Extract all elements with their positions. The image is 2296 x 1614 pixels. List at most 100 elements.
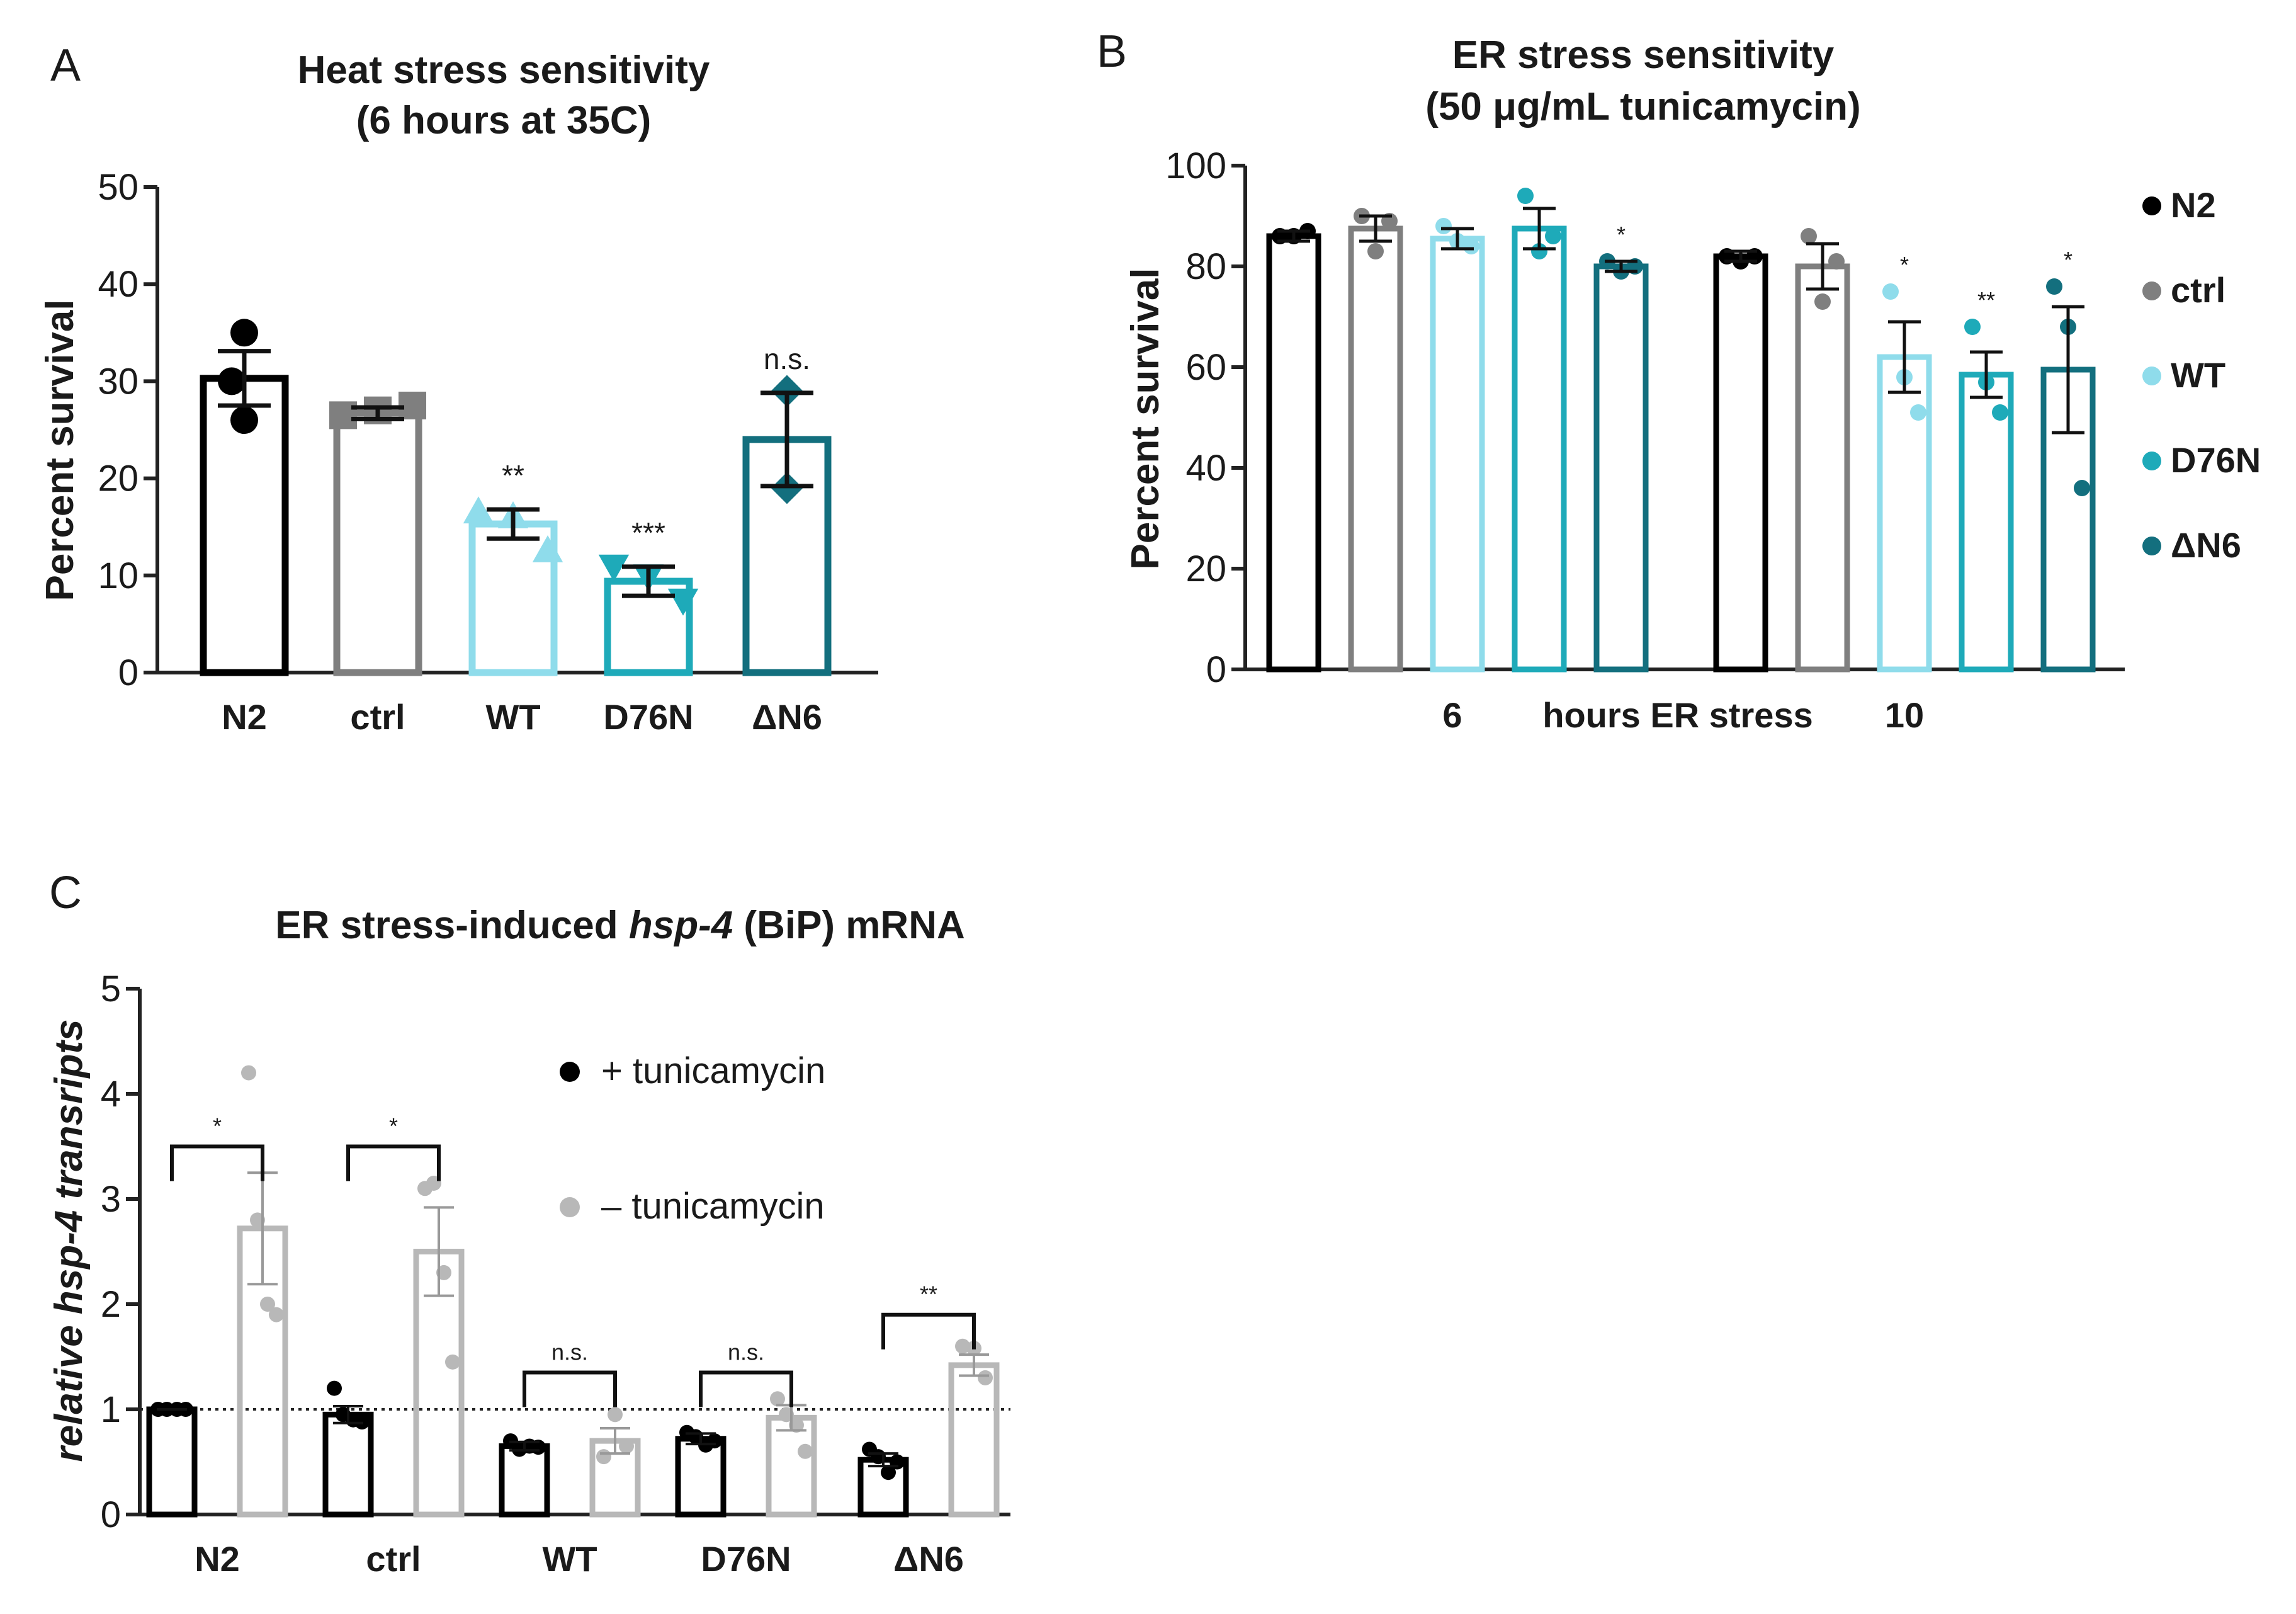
panel-b-x-axis-label: hours ER stress: [1542, 695, 1813, 735]
panel-b-significance: *: [1900, 252, 1909, 278]
panel-b-point: [1367, 243, 1384, 259]
panel-a-category-label: ctrl: [350, 697, 405, 737]
panel-a-significance: ***: [631, 516, 665, 549]
panel-a-y-tick-label: 30: [98, 361, 139, 402]
panel-b-point: [2074, 480, 2090, 496]
panel-b-legend-marker: [2142, 281, 2161, 300]
panel-c-legend-marker: [560, 1197, 580, 1217]
panel-b-y-tick-label: 0: [1206, 649, 1226, 690]
panel-c-legend-label: + tunicamycin: [601, 1050, 825, 1091]
panel-a-letter: A: [50, 40, 81, 91]
panel-c-category-label: ctrl: [366, 1539, 421, 1579]
panel-b-point: [1463, 238, 1479, 254]
panel-a-title-line-2: (6 hours at 35C): [356, 99, 652, 142]
panel-c-ylabel-gene: hsp-4: [47, 1210, 91, 1314]
panel-c-y-tick-label: 2: [101, 1284, 121, 1325]
panel-a-point: [532, 535, 563, 562]
panel-c-y-tick-label: 1: [101, 1389, 121, 1430]
panel-c-legend: + tunicamycin – tunicamycin: [560, 1050, 825, 1227]
panel-c-point: [269, 1307, 284, 1322]
panel-b-legend-marker: [2142, 537, 2161, 555]
panel-c-y-tick-label: 0: [101, 1494, 121, 1535]
panel-c-significance-bracket: [170, 1144, 264, 1181]
panel-c-title-gene: hsp-4: [629, 904, 733, 947]
panel-b-legend-marker: [2142, 196, 2161, 215]
panel-c-point: [707, 1433, 722, 1449]
panel-b-y-tick-label: 80: [1185, 246, 1226, 287]
panel-c-point: [770, 1391, 785, 1407]
panel-c-legend-marker: [560, 1062, 580, 1082]
panel-b-y-tick-label: 100: [1165, 145, 1226, 186]
panel-b-bar: [1713, 253, 1768, 673]
panel-b-point: [1964, 319, 1981, 335]
panel-b-point: [1828, 253, 1845, 270]
panel-b-bar: [1512, 225, 1567, 673]
panel-b-letter: B: [1097, 26, 1127, 77]
panel-b-title-line-1: ER stress sensitivity: [1452, 33, 1835, 77]
panel-c-significance-bracket: [346, 1144, 441, 1181]
panel-c-category-label: N2: [195, 1539, 240, 1579]
panel-c-bar: [766, 1414, 817, 1518]
panel-c-point: [881, 1465, 896, 1480]
panel-b-significance: *: [1617, 222, 1626, 247]
panel-b: B ER stress sensitivity (50 μg/mL tunica…: [1097, 26, 2261, 735]
panel-c-point: [955, 1338, 970, 1354]
panel-c-bar: [146, 1406, 198, 1518]
panel-b-legend-marker: [2142, 452, 2161, 470]
panel-c-y-tick-label: 5: [101, 969, 121, 1009]
panel-a-point: [463, 496, 494, 524]
panel-c-y-axis-label: relative hsp-4 transripts: [47, 1020, 91, 1462]
panel-b-point: [1801, 228, 1817, 244]
panel-b-point: [1435, 218, 1452, 234]
panel-b-title-line-2: (50 μg/mL tunicamycin): [1425, 85, 1860, 128]
panel-c-category-label: D76N: [701, 1539, 791, 1579]
panel-a-title-line-1: Heat stress sensitivity: [298, 48, 710, 92]
panel-a: A Heat stress sensitivity (6 hours at 35…: [38, 40, 878, 737]
panel-c-point: [619, 1438, 634, 1454]
panel-a-significance: **: [502, 459, 524, 492]
panel-b-bar: [1430, 236, 1485, 673]
panel-c-plot: 0 1 2 3 4 5 * N2 * ctrl n.s. WT n.s. D76N ** ΔN6: [101, 969, 1010, 1579]
panel-c-point: [596, 1449, 611, 1465]
panel-a-point: [230, 406, 258, 435]
panel-b-point: [1910, 404, 1926, 421]
panel-b-bar: [1348, 225, 1403, 673]
panel-c-significance: *: [213, 1113, 222, 1139]
panel-c-significance-bracket: [699, 1370, 793, 1407]
panel-a-category-label: N2: [222, 697, 267, 737]
panel-a-y-tick-label: 40: [98, 264, 139, 305]
panel-c-significance-bracket: [881, 1312, 976, 1350]
panel-b-bar: [1877, 354, 1932, 673]
panel-a-plot: 0 10 20 30 40 50 N2 ctrl WT ** D76N *** ΔN6 n.s.: [98, 167, 878, 737]
panel-c-category-label: ΔN6: [893, 1539, 964, 1579]
panel-c-bar: [499, 1443, 550, 1518]
panel-c-title-prefix: ER stress-induced: [275, 904, 629, 947]
panel-c-ylabel-prefix: relative: [47, 1314, 91, 1462]
panel-a-y-tick-label: 0: [118, 652, 139, 693]
panel-b-legend-label: WT: [2171, 355, 2225, 395]
panel-a-bar: [333, 409, 422, 676]
panel-c-significance: *: [389, 1113, 398, 1139]
panel-a-y-tick-label: 20: [98, 458, 139, 499]
panel-a-category-label: WT: [485, 697, 540, 737]
panel-c-point: [445, 1354, 460, 1370]
panel-a-point: [598, 554, 630, 582]
panel-c-bar: [948, 1362, 1000, 1518]
panel-c-y-tick-label: 4: [101, 1074, 121, 1115]
panel-b-point: [1992, 404, 2008, 421]
panel-c-significance: n.s.: [551, 1339, 588, 1365]
panel-b-point: [1517, 188, 1534, 204]
panel-a-y-tick-label: 10: [98, 555, 139, 596]
panel-c-letter: C: [49, 868, 82, 918]
panel-c: C ER stress-induced hsp-4 (BiP) mRNA rel…: [47, 868, 1010, 1579]
panel-c-point: [608, 1407, 623, 1423]
panel-b-y-tick-label: 60: [1185, 347, 1226, 388]
panel-a-point: [218, 367, 246, 395]
panel-c-point: [327, 1380, 342, 1396]
panel-c-category-label: WT: [542, 1539, 597, 1579]
panel-b-y-axis-label: Percent survival: [1124, 268, 1167, 569]
panel-a-category-label: D76N: [603, 697, 693, 737]
panel-c-title-suffix: (BiP) mRNA: [733, 904, 965, 947]
